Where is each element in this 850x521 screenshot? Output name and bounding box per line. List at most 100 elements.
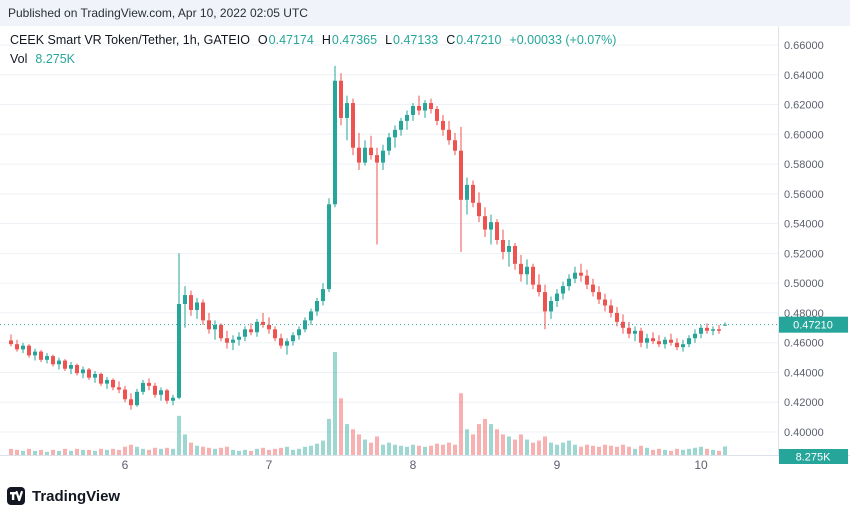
volume-bar	[465, 429, 469, 455]
volume-bar	[477, 424, 481, 455]
candle-body	[525, 266, 529, 275]
candle-body	[117, 387, 121, 390]
open-pair: O 0.47174	[258, 33, 314, 47]
candle-body	[615, 312, 619, 322]
volume-bar	[693, 447, 697, 455]
candle-body	[411, 106, 415, 115]
candle-body	[567, 278, 571, 287]
candle-body	[81, 369, 85, 374]
volume-bar	[27, 448, 31, 455]
time-axis[interactable]: 6 7 8 9 10	[122, 458, 708, 472]
close-pair: C 0.47210	[446, 33, 501, 47]
ohlc-value: 0.47210	[456, 33, 502, 47]
volume-bar	[471, 434, 475, 455]
volume-bar	[45, 451, 49, 455]
price-axis-label: 0.42000	[784, 397, 824, 409]
volume-bar	[159, 448, 163, 455]
volume-bar	[507, 436, 511, 455]
volume-bar	[453, 444, 457, 455]
volume-bar	[381, 444, 385, 455]
volume-bar	[519, 434, 523, 455]
volume-bar	[627, 446, 631, 455]
candle-body	[237, 336, 241, 340]
candle-body	[585, 275, 589, 285]
candle-body	[219, 324, 223, 339]
candle-body	[297, 329, 301, 336]
volume-bar	[699, 446, 703, 455]
volume-bar	[81, 449, 85, 455]
candle-body	[231, 339, 235, 343]
volume-bar	[123, 446, 127, 455]
volume-bar	[87, 449, 91, 455]
price-axis[interactable]: 0.66000 0.64000 0.62000 0.60000 0.58000 0.560…	[784, 40, 824, 439]
volume-bar	[723, 446, 727, 455]
tradingview-logo-icon[interactable]	[7, 487, 25, 505]
candle-body	[315, 301, 319, 312]
volume-bar	[489, 424, 493, 455]
candle-body	[99, 373, 103, 384]
volume-bar	[189, 442, 193, 455]
candle-body	[597, 292, 601, 300]
volume-bar	[681, 449, 685, 455]
candle-body	[69, 365, 73, 369]
candle-body	[309, 311, 313, 321]
candle-body	[459, 150, 463, 200]
candle-body	[381, 150, 385, 163]
candle-body	[15, 344, 19, 350]
volume-bar	[255, 448, 259, 455]
candle-body	[285, 341, 289, 346]
candle-body	[417, 106, 421, 111]
last-volume-badge-text: 8.275K	[796, 452, 832, 464]
volume-bar	[183, 434, 187, 455]
volume-bar	[567, 440, 571, 455]
volume-bar	[495, 429, 499, 455]
candle-body	[75, 365, 79, 374]
change-value: +0.00033 (+0.07%)	[509, 33, 617, 47]
candle-body	[477, 202, 481, 217]
volume-bar	[177, 415, 181, 455]
volume-bar	[633, 448, 637, 455]
volume-bar	[675, 448, 679, 455]
candle-body	[51, 356, 55, 365]
candle-body	[519, 263, 523, 275]
volume-bar	[363, 439, 367, 455]
candle-body	[591, 284, 595, 293]
symbol-title: CEEK Smart VR Token/Tether, 1h, GATEIO	[10, 33, 250, 47]
candle-body	[621, 321, 625, 328]
volume-bar	[33, 450, 37, 455]
volume-bar	[369, 442, 373, 455]
high-pair: H 0.47365	[322, 33, 377, 47]
tradingview-brand[interactable]: TradingView	[32, 487, 121, 505]
volume-bar	[291, 449, 295, 455]
candle-body	[261, 321, 265, 325]
candle-body	[111, 379, 115, 388]
volume-bar	[129, 444, 133, 455]
volume-bar	[531, 442, 535, 455]
candle-body	[501, 239, 505, 252]
candle-body	[483, 216, 487, 230]
price-axis-label: 0.44000	[784, 367, 824, 379]
candles-layer	[9, 65, 727, 410]
candle-body	[351, 103, 355, 148]
volume-bar	[9, 448, 13, 455]
candle-body	[435, 109, 439, 121]
volume-bar	[165, 447, 169, 455]
volume-bar	[75, 448, 79, 455]
candle-body	[201, 302, 205, 321]
grid-layer	[0, 26, 850, 456]
volume-bar	[375, 436, 379, 455]
candle-body	[27, 345, 31, 356]
candle-body	[711, 329, 715, 331]
last-price-badge-bg	[779, 316, 848, 333]
candle-body	[555, 293, 559, 302]
candle-body	[9, 340, 13, 345]
volume-bar	[573, 444, 577, 455]
price-axis-label: 0.66000	[784, 40, 824, 52]
candle-body	[39, 351, 43, 360]
volume-bar	[303, 446, 307, 455]
ohlc-value: 0.47133	[393, 33, 439, 47]
candle-body	[249, 329, 253, 333]
candle-body	[561, 286, 565, 294]
price-axis-label: 0.50000	[784, 278, 824, 290]
